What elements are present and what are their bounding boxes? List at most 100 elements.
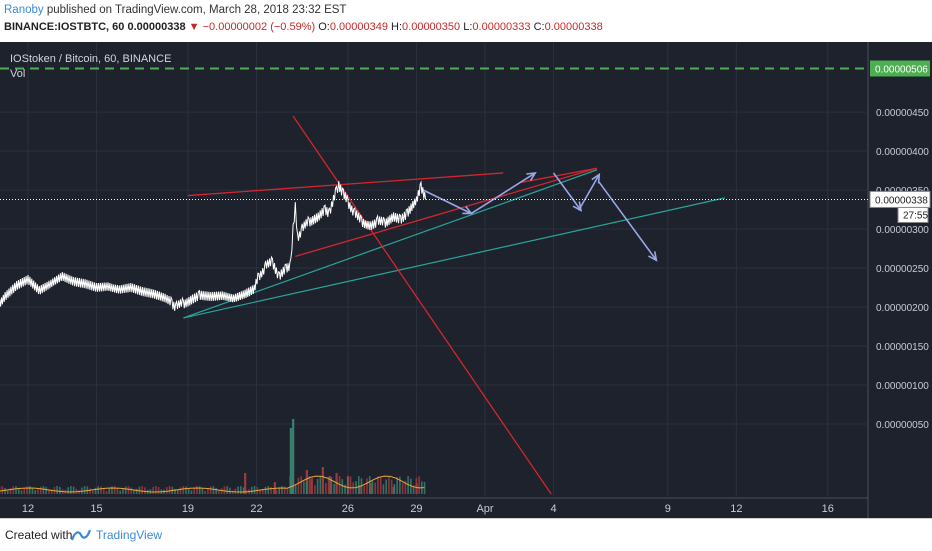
volume-bar <box>306 482 308 494</box>
volume-bar <box>144 487 146 494</box>
volume-bar <box>273 489 275 494</box>
volume-bar <box>97 486 99 494</box>
volume-bar <box>309 476 311 494</box>
volume-bar <box>15 486 17 494</box>
volume-bar <box>416 478 418 494</box>
volume-bar <box>402 483 404 494</box>
volume-bar <box>289 476 291 494</box>
volume-bar <box>336 480 338 494</box>
volume-bar <box>399 477 401 494</box>
volume-bar <box>265 487 267 494</box>
volume-bar <box>320 476 322 494</box>
volume-bar <box>73 487 75 494</box>
volume-bar <box>254 486 256 494</box>
symbol-info: BINANCE:IOSTBTC, 60 0.00000338 ▼ −0.0000… <box>4 21 603 33</box>
publish-text: published on TradingView.com, March 28, … <box>47 4 347 16</box>
volume-bar <box>418 476 420 494</box>
volume-bar <box>383 484 385 494</box>
volume-bar <box>7 491 9 494</box>
tradingview-link[interactable]: TradingView <box>96 528 162 542</box>
price-change: −0.00000002 (−0.59%) <box>203 21 316 33</box>
volume-bar <box>251 487 253 494</box>
volume-bar <box>221 488 223 494</box>
volume-bar <box>166 487 168 494</box>
high-value: 0.00000350 <box>402 21 460 33</box>
x-tick-label: 26 <box>342 503 354 515</box>
volume-bar <box>37 489 39 494</box>
high-label: H: <box>391 21 402 33</box>
x-tick-label: 12 <box>22 503 34 515</box>
countdown-label: 27:55 <box>903 210 928 221</box>
x-tick-label: 19 <box>182 503 194 515</box>
volume-bar <box>237 487 239 494</box>
volume-bar <box>333 484 335 494</box>
volume-bar <box>122 488 124 494</box>
volume-bar <box>133 490 135 494</box>
volume-bar <box>196 486 198 494</box>
volume-bar <box>191 490 193 494</box>
volume-bar <box>229 488 231 494</box>
volume-bar <box>287 489 289 494</box>
volume-bar <box>210 486 212 494</box>
volume-bar <box>84 486 86 494</box>
volume-bar <box>111 486 113 494</box>
volume-bar <box>177 490 179 494</box>
volume-bar <box>267 486 269 494</box>
volume-legend: Vol <box>10 68 25 80</box>
x-tick-label: 22 <box>250 503 262 515</box>
volume-bar <box>377 477 379 494</box>
volume-bar <box>226 486 228 494</box>
volume-bar <box>342 479 344 494</box>
publish-info: Ranoby published on TradingView.com, Mar… <box>4 4 346 16</box>
volume-bar <box>204 491 206 494</box>
volume-bar <box>34 490 36 494</box>
volume-bar <box>130 488 132 494</box>
y-tick-label: 0.00000400 <box>876 147 929 158</box>
y-tick-label: 0.00000300 <box>876 225 929 236</box>
volume-bar <box>136 489 138 494</box>
volume-bar <box>89 488 91 494</box>
volume-bar <box>388 476 390 494</box>
volume-bar <box>100 486 102 494</box>
volume-bar <box>202 488 204 494</box>
volume-bar <box>128 486 130 494</box>
volume-bar <box>92 491 94 494</box>
volume-bar <box>374 483 376 494</box>
volume-bar <box>12 486 14 494</box>
last-price-label: 0.00000338 <box>875 195 928 206</box>
volume-bar <box>314 485 316 494</box>
volume-bar <box>391 480 393 494</box>
volume-bar <box>325 483 327 494</box>
volume-bar <box>270 487 272 494</box>
volume-bar <box>67 487 69 494</box>
volume-bar <box>4 488 6 494</box>
symbol-name: BINANCE:IOSTBTC, 60 <box>4 21 124 33</box>
y-tick-label: 0.00000450 <box>876 108 929 119</box>
close-value: 0.00000338 <box>545 21 603 33</box>
volume-bar <box>281 486 283 494</box>
volume-bar <box>276 490 278 494</box>
volume-bar <box>23 489 25 494</box>
volume-bar <box>385 479 387 494</box>
open-label: O: <box>318 21 330 33</box>
y-tick-label: 0.00000150 <box>876 342 929 353</box>
volume-bar <box>344 485 346 494</box>
volume-bar <box>366 478 368 494</box>
volume-bar <box>240 486 242 494</box>
low-value: 0.00000333 <box>472 21 530 33</box>
tradingview-logo-icon[interactable] <box>70 527 92 543</box>
volume-bar <box>295 485 297 494</box>
x-tick-label: 12 <box>730 503 742 515</box>
y-tick-label: 0.00000250 <box>876 264 929 275</box>
volume-bar <box>394 484 396 494</box>
author-link[interactable]: Ranoby <box>4 4 44 16</box>
volume-bar <box>218 491 220 494</box>
volume-bar <box>21 490 23 494</box>
volume-bar <box>117 488 119 494</box>
y-tick-label: 0.00000200 <box>876 303 929 314</box>
volume-bar <box>298 478 300 494</box>
volume-bar <box>350 477 352 494</box>
volume-bar <box>95 488 97 494</box>
